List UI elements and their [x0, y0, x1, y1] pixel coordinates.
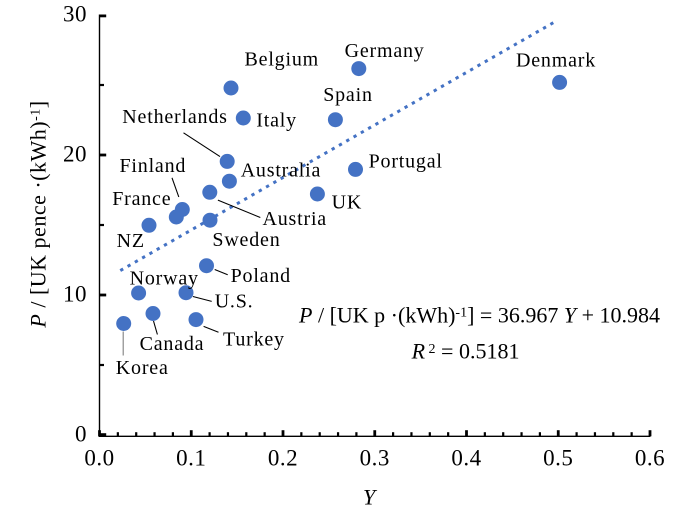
svg-text:Turkey: Turkey	[223, 329, 285, 351]
svg-text:0.5: 0.5	[543, 446, 573, 471]
svg-text:0.6: 0.6	[635, 446, 665, 471]
svg-text:Netherlands: Netherlands	[122, 106, 227, 128]
svg-text:Belgium: Belgium	[245, 49, 320, 71]
svg-text:P / [UK pence ·(kWh)-1]: P / [UK pence ·(kWh)-1]	[26, 100, 51, 328]
svg-text:Canada: Canada	[140, 333, 205, 355]
svg-text:UK: UK	[332, 192, 363, 214]
svg-text:R 2 = 0.5181: R 2 = 0.5181	[411, 339, 520, 364]
svg-text:10: 10	[63, 281, 87, 306]
svg-text:Spain: Spain	[323, 84, 373, 106]
svg-text:Korea: Korea	[116, 357, 169, 379]
svg-text:Sweden: Sweden	[212, 229, 280, 251]
svg-text:30: 30	[63, 1, 87, 26]
svg-text:0.0: 0.0	[84, 446, 114, 471]
svg-text:P / [UK p ·(kWh)-1] = 36.967 Y: P / [UK p ·(kWh)-1] = 36.967 Y + 10.984	[298, 302, 660, 327]
svg-text:0.1: 0.1	[176, 446, 206, 471]
svg-text:Australia: Australia	[241, 160, 322, 182]
svg-text:0.4: 0.4	[451, 446, 481, 471]
svg-text:Norway: Norway	[130, 268, 199, 290]
svg-text:Italy: Italy	[256, 110, 297, 132]
svg-text:Y: Y	[363, 485, 378, 510]
svg-text:Portugal: Portugal	[369, 150, 443, 172]
svg-text:Finland: Finland	[120, 155, 187, 177]
svg-text:NZ: NZ	[117, 230, 145, 252]
svg-text:20: 20	[63, 141, 87, 166]
svg-text:Germany: Germany	[345, 40, 425, 62]
svg-text:0.3: 0.3	[360, 446, 390, 471]
svg-text:0.2: 0.2	[268, 446, 298, 471]
svg-text:Denmark: Denmark	[516, 49, 596, 71]
svg-text:Austria: Austria	[263, 208, 327, 230]
svg-text:Poland: Poland	[231, 265, 291, 287]
svg-text:France: France	[112, 188, 171, 210]
svg-text:0: 0	[75, 421, 87, 446]
svg-text:U.S.: U.S.	[215, 290, 254, 312]
